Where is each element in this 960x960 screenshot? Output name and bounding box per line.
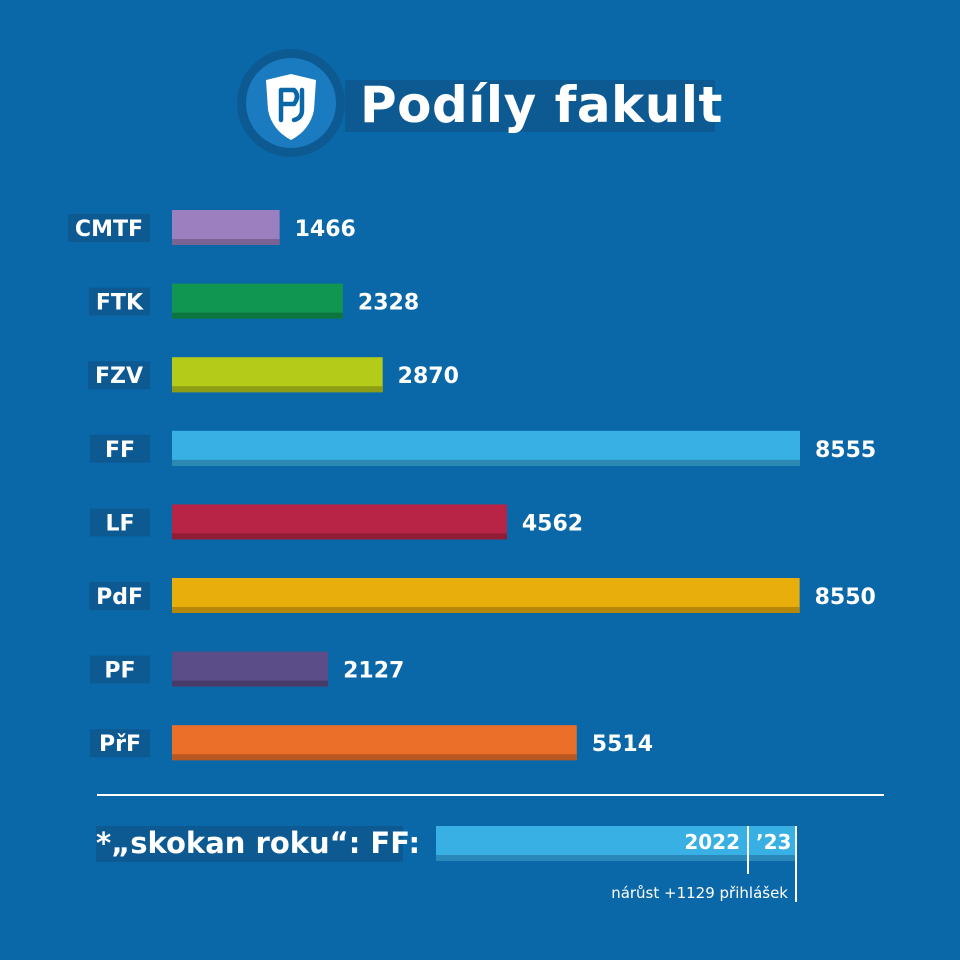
value-label: 4562 bbox=[522, 511, 583, 536]
value-label: 2127 bbox=[343, 659, 404, 684]
growth-bar bbox=[436, 826, 796, 860]
category-box-cmtf bbox=[67, 214, 150, 242]
value-label: 2328 bbox=[358, 291, 419, 316]
title-background bbox=[345, 80, 715, 132]
category-box-fzv bbox=[87, 361, 150, 390]
divider-line bbox=[97, 794, 884, 796]
value-label: 1466 bbox=[295, 217, 356, 242]
category-label: FF bbox=[105, 438, 135, 463]
growth-note: nárůst +1129 přihlášek bbox=[611, 884, 788, 902]
value-label: 8555 bbox=[815, 438, 876, 463]
category-label: FZV bbox=[95, 364, 143, 389]
value-label: 8550 bbox=[815, 585, 876, 610]
footer-label-background bbox=[96, 826, 403, 862]
value-label: 2870 bbox=[398, 364, 459, 389]
category-label: LF bbox=[105, 511, 134, 536]
category-box-ftk bbox=[88, 287, 150, 316]
category-box-přf bbox=[90, 729, 150, 758]
growth-end-marker bbox=[795, 826, 797, 902]
footer-label: *„skokan roku“: FF: bbox=[96, 826, 421, 860]
category-box-lf bbox=[90, 508, 150, 537]
category-box-pf bbox=[90, 655, 150, 684]
year-curr-label: ’23 bbox=[756, 830, 792, 854]
bar-shadow bbox=[172, 239, 280, 245]
year-divider bbox=[747, 826, 749, 874]
year-prev-label: 2022 bbox=[684, 830, 740, 854]
university-logo bbox=[237, 49, 345, 157]
bar-shadow bbox=[172, 459, 800, 466]
category-label: PF bbox=[104, 659, 135, 684]
category-label: FTK bbox=[96, 291, 144, 316]
category-label: CMTF bbox=[75, 217, 143, 242]
growth-bar-shadow bbox=[436, 855, 796, 861]
bar-shadow bbox=[172, 680, 329, 687]
bar-shadow bbox=[172, 754, 577, 761]
category-box-ff bbox=[90, 434, 150, 463]
bar-shadow bbox=[172, 386, 383, 393]
page-title: Podíly fakult bbox=[360, 76, 723, 134]
category-label: PřF bbox=[99, 732, 141, 757]
bar-chart: CMTF 1466 FTK 2328 FZV 2870 FF 8555 LF 4562 PdF 855… bbox=[67, 210, 876, 761]
bar-shadow bbox=[172, 607, 800, 613]
category-box-pdf bbox=[89, 582, 150, 610]
category-label: PdF bbox=[96, 585, 143, 610]
value-label: 5514 bbox=[592, 732, 653, 757]
bar-shadow bbox=[172, 312, 343, 319]
bar-shadow bbox=[172, 533, 507, 540]
